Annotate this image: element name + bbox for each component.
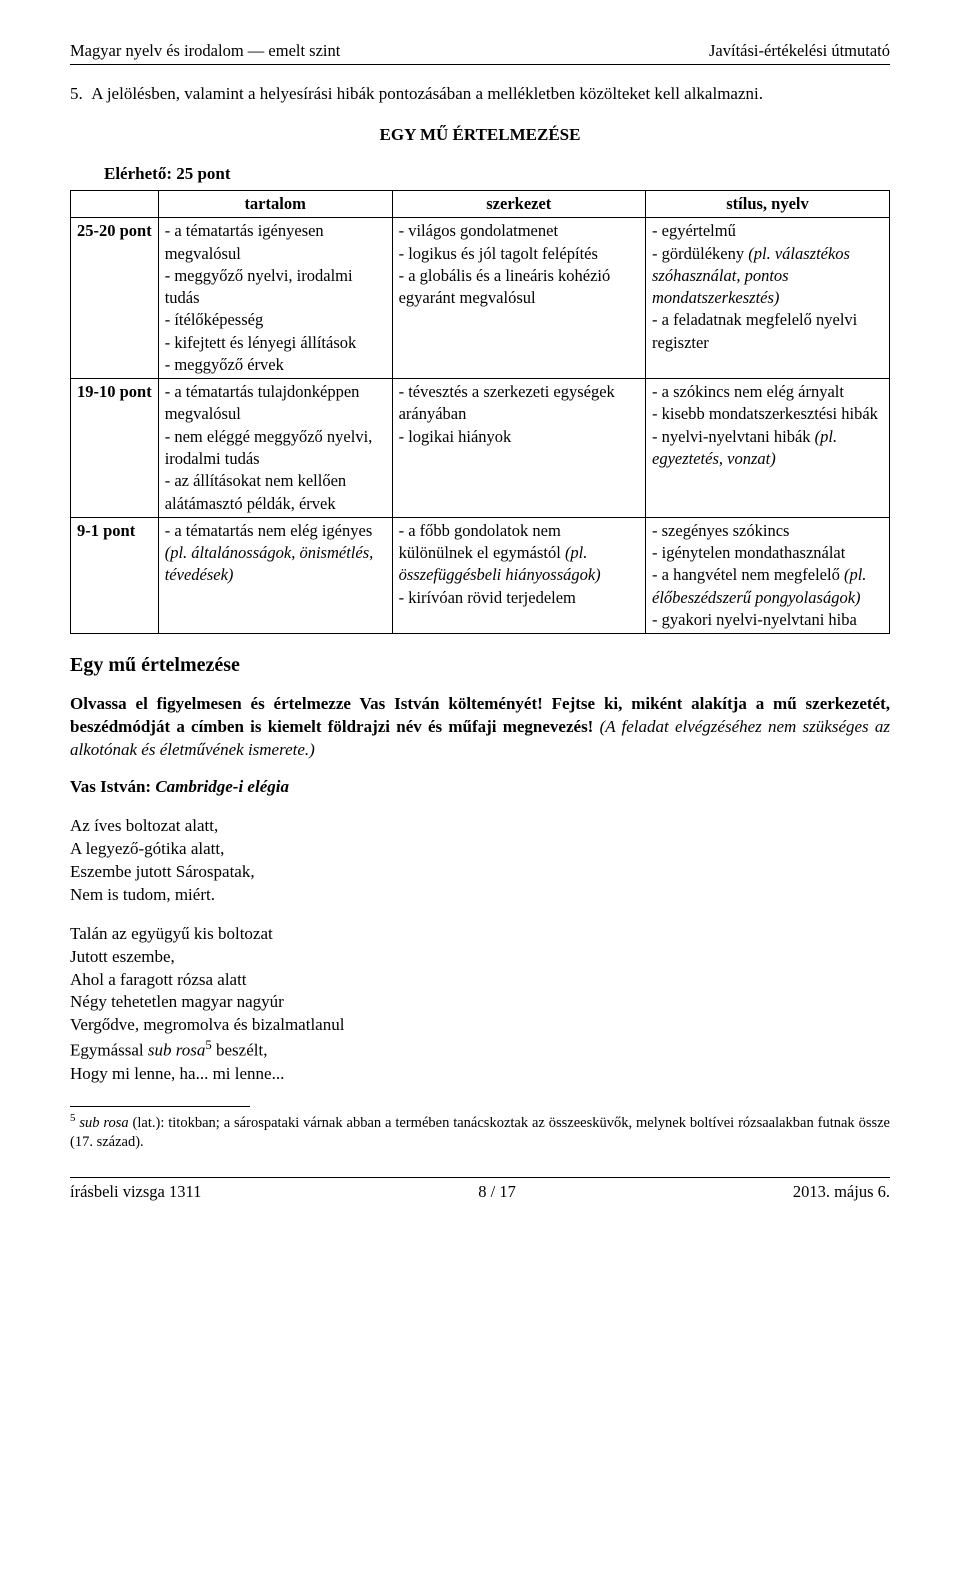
footer-rule (70, 1177, 890, 1178)
rubric-col-empty (71, 191, 159, 218)
cell-9-1-tartalom: - a tématartás nem elég igényes (pl. ált… (158, 517, 392, 633)
stanza-2: Talán az együgyű kis boltozatJutott esze… (70, 923, 890, 1086)
cell-9-1-stilus: - szegényes szókincs- igénytelen mondath… (646, 517, 890, 633)
page-header: Magyar nyelv és irodalom — emelt szint J… (70, 40, 890, 62)
cell-25-20-tartalom: - a tématartás igényesen megvalósul - me… (158, 218, 392, 379)
rubric-col-stilus: stílus, nyelv (646, 191, 890, 218)
header-rule (70, 64, 890, 65)
rubric-row-19-10: 19-10 pont - a tématartás tulajdonképpen… (71, 379, 890, 518)
sub-title: Egy mű értelmezése (70, 652, 890, 679)
band-25-20: 25-20 pont (71, 218, 159, 379)
reachable-points: Elérhető: 25 pont (70, 163, 890, 186)
header-right: Javítási-értékelési útmutató (709, 40, 890, 62)
stanza-1: Az íves boltozat alatt, A legyező-gótika… (70, 815, 890, 907)
footer-right: 2013. május 6. (793, 1181, 890, 1203)
footnote-separator (70, 1106, 250, 1107)
rubric-table: tartalom szerkezet stílus, nyelv 25-20 p… (70, 190, 890, 634)
rubric-col-szerkezet: szerkezet (392, 191, 645, 218)
cell-25-20-stilus: - egyértelmű- gördülékeny (pl. választék… (646, 218, 890, 379)
band-19-10: 19-10 pont (71, 379, 159, 518)
header-left: Magyar nyelv és irodalom — emelt szint (70, 40, 340, 62)
item-5: 5. A jelölésben, valamint a helyesírási … (70, 83, 890, 106)
rubric-header-row: tartalom szerkezet stílus, nyelv (71, 191, 890, 218)
rubric-col-tartalom: tartalom (158, 191, 392, 218)
rubric-row-25-20: 25-20 pont - a tématartás igényesen megv… (71, 218, 890, 379)
band-9-1: 9-1 pont (71, 517, 159, 633)
page-footer: írásbeli vizsga 1311 8 / 17 2013. május … (70, 1181, 890, 1203)
poem-title: Vas István: Cambridge-i elégia (70, 776, 890, 799)
cell-19-10-tartalom: - a tématartás tulajdonképpen megvalósul… (158, 379, 392, 518)
cell-9-1-szerkezet: - a főbb gondolatok nem különülnek el eg… (392, 517, 645, 633)
cell-25-20-szerkezet: - világos gondolatmenet - logikus és jól… (392, 218, 645, 379)
cell-19-10-stilus: - a szókincs nem elég árnyalt- kisebb mo… (646, 379, 890, 518)
footnote-5: 5 sub rosa (lat.): titokban; a sárospata… (70, 1111, 890, 1152)
cell-19-10-szerkezet: - tévesztés a szerkezeti egységek arányá… (392, 379, 645, 518)
task-description: Olvassa el figyelmesen és értelmezze Vas… (70, 693, 890, 762)
rubric-row-9-1: 9-1 pont - a tématartás nem elég igényes… (71, 517, 890, 633)
section-title: EGY MŰ ÉRTELMEZÉSE (70, 124, 890, 147)
footer-left: írásbeli vizsga 1311 (70, 1181, 201, 1203)
footer-center: 8 / 17 (478, 1181, 516, 1203)
